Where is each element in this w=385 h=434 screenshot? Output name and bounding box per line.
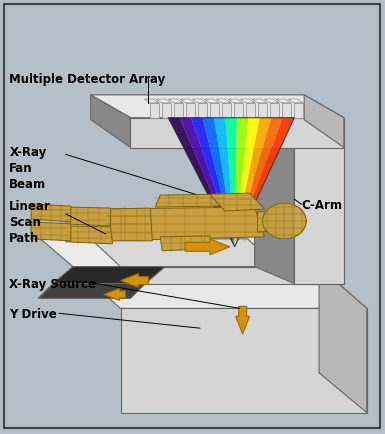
Polygon shape (180, 118, 235, 247)
Polygon shape (235, 118, 248, 247)
Polygon shape (235, 118, 283, 247)
Polygon shape (31, 204, 71, 223)
Polygon shape (294, 104, 303, 118)
Polygon shape (191, 118, 235, 247)
Polygon shape (105, 209, 152, 241)
Polygon shape (244, 130, 294, 148)
Polygon shape (254, 148, 294, 249)
FancyArrow shape (104, 289, 126, 301)
Polygon shape (168, 118, 235, 247)
Polygon shape (319, 267, 367, 413)
Polygon shape (91, 239, 277, 267)
Polygon shape (222, 104, 231, 118)
Polygon shape (234, 104, 243, 118)
Text: Multiple Detector Array: Multiple Detector Array (9, 72, 166, 85)
Text: Linear
Scan
Path: Linear Scan Path (9, 200, 51, 245)
FancyArrow shape (121, 274, 148, 288)
Polygon shape (186, 104, 195, 118)
Polygon shape (162, 104, 171, 118)
Polygon shape (258, 104, 267, 118)
Polygon shape (105, 207, 264, 241)
Polygon shape (216, 100, 231, 104)
Polygon shape (156, 100, 171, 104)
Polygon shape (155, 195, 225, 207)
Polygon shape (160, 237, 212, 251)
Polygon shape (235, 118, 260, 247)
Polygon shape (121, 309, 367, 413)
Polygon shape (180, 100, 195, 104)
Polygon shape (294, 145, 344, 284)
Polygon shape (31, 231, 319, 267)
Polygon shape (228, 100, 243, 104)
Polygon shape (73, 267, 319, 284)
Polygon shape (144, 100, 159, 104)
Polygon shape (91, 95, 344, 118)
Polygon shape (150, 104, 159, 118)
Polygon shape (38, 284, 146, 299)
Polygon shape (131, 118, 344, 148)
Polygon shape (235, 118, 271, 247)
Polygon shape (240, 100, 255, 104)
Polygon shape (264, 100, 279, 104)
Polygon shape (276, 100, 291, 104)
Polygon shape (210, 194, 264, 211)
Text: X-Ray
Fan
Beam: X-Ray Fan Beam (9, 145, 47, 190)
Polygon shape (282, 104, 291, 118)
Polygon shape (73, 267, 367, 309)
Polygon shape (270, 104, 279, 118)
Polygon shape (277, 231, 319, 284)
Polygon shape (210, 104, 219, 118)
Polygon shape (304, 95, 344, 148)
Polygon shape (246, 104, 255, 118)
Polygon shape (235, 118, 294, 247)
FancyArrow shape (236, 307, 249, 334)
Polygon shape (226, 118, 237, 247)
Polygon shape (258, 211, 280, 232)
Polygon shape (66, 227, 112, 244)
Text: X-Ray Source: X-Ray Source (9, 277, 96, 290)
Polygon shape (254, 120, 344, 145)
Polygon shape (263, 204, 306, 239)
Polygon shape (53, 267, 165, 284)
Polygon shape (214, 118, 235, 247)
Polygon shape (174, 104, 183, 118)
Polygon shape (66, 207, 110, 227)
Polygon shape (31, 223, 71, 241)
Polygon shape (203, 118, 235, 247)
Polygon shape (204, 100, 219, 104)
Polygon shape (288, 100, 303, 104)
Polygon shape (252, 100, 267, 104)
Polygon shape (254, 120, 294, 284)
Polygon shape (91, 95, 131, 148)
Text: C-Arm: C-Arm (301, 198, 342, 211)
FancyArrow shape (185, 239, 230, 255)
Polygon shape (198, 104, 207, 118)
Text: Y Drive: Y Drive (9, 307, 57, 320)
Polygon shape (192, 100, 207, 104)
Polygon shape (168, 100, 183, 104)
